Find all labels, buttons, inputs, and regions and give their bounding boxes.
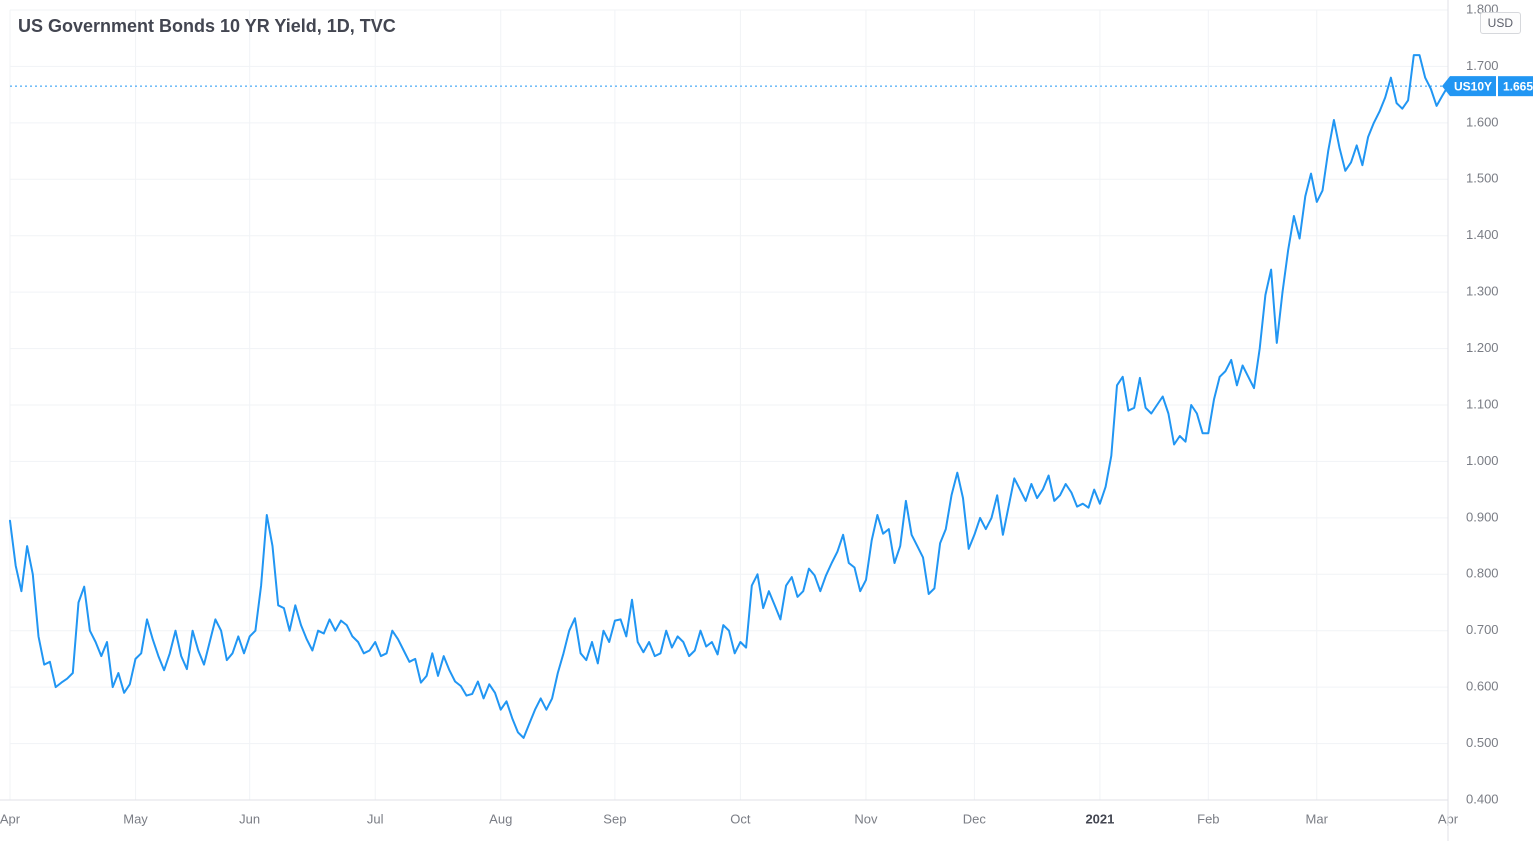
y-tick-label: 0.800	[1466, 566, 1499, 581]
x-tick-label: Apr	[0, 812, 21, 827]
x-tick-label: Nov	[854, 812, 878, 827]
chart-title: US Government Bonds 10 YR Yield, 1D, TVC	[18, 16, 396, 37]
x-tick-label: Aug	[489, 812, 512, 827]
chart-container: US Government Bonds 10 YR Yield, 1D, TVC…	[0, 0, 1533, 841]
y-tick-label: 0.500	[1466, 735, 1499, 750]
y-tick-label: 1.100	[1466, 396, 1499, 411]
price-tag-value: 1.665	[1503, 79, 1533, 93]
y-tick-label: 0.600	[1466, 679, 1499, 694]
y-tick-label: 0.400	[1466, 791, 1499, 806]
x-tick-label: May	[123, 812, 148, 827]
y-tick-label: 1.500	[1466, 171, 1499, 186]
y-tick-label: 0.900	[1466, 509, 1499, 524]
chart-plot[interactable]: 0.400 0.500 0.600 0.700 0.800 0.900 1.000 1.100…	[0, 0, 1533, 841]
x-tick-label: 2021	[1085, 812, 1114, 827]
price-tag-symbol: US10Y	[1454, 79, 1492, 93]
y-tick-label: 1.200	[1466, 340, 1499, 355]
x-tick-label: Mar	[1306, 812, 1329, 827]
x-tick-label: Jul	[367, 812, 384, 827]
y-tick-label: 1.600	[1466, 114, 1499, 129]
y-tick-label: 1.400	[1466, 227, 1499, 242]
y-tick-label: 1.700	[1466, 58, 1499, 73]
series-line	[10, 55, 1448, 738]
x-tick-label: Dec	[963, 812, 987, 827]
x-tick-label: Jun	[239, 812, 260, 827]
x-tick-label: Sep	[603, 812, 626, 827]
x-tick-label: Oct	[730, 812, 751, 827]
currency-badge[interactable]: USD	[1480, 12, 1521, 34]
x-tick-label: Feb	[1197, 812, 1219, 827]
y-tick-label: 1.000	[1466, 453, 1499, 468]
y-tick-label: 0.700	[1466, 622, 1499, 637]
y-tick-label: 1.300	[1466, 284, 1499, 299]
